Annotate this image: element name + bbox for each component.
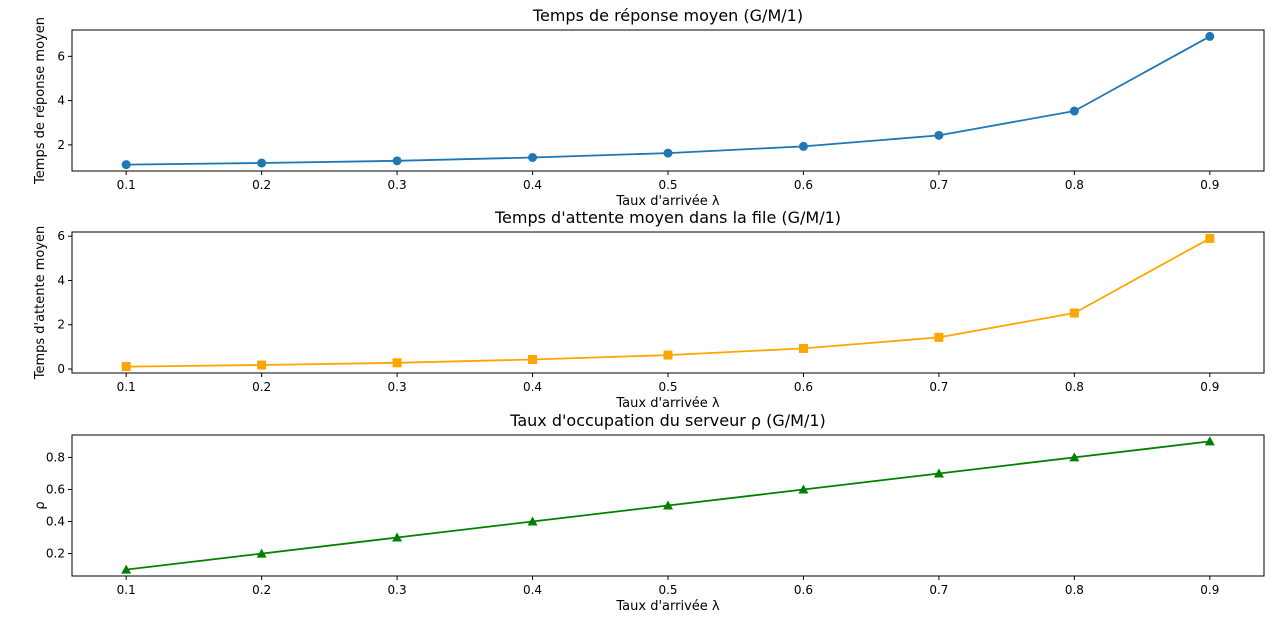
data-point xyxy=(663,500,673,510)
x-tick-label: 0.6 xyxy=(794,583,813,597)
chart-title: Temps de réponse moyen (G/M/1) xyxy=(532,6,803,25)
plot-frame xyxy=(71,231,1265,374)
y-tick-label: 0.4 xyxy=(46,515,65,529)
x-tick-label: 0.2 xyxy=(252,380,271,394)
data-point xyxy=(798,343,808,353)
x-tick-label: 0.8 xyxy=(1065,178,1084,192)
x-tick-label: 0.4 xyxy=(523,583,542,597)
data-point xyxy=(121,160,131,170)
data-point xyxy=(663,148,673,158)
x-tick-label: 0.6 xyxy=(794,380,813,394)
x-tick-label: 0.1 xyxy=(117,583,136,597)
data-point xyxy=(528,354,538,364)
y-tick-label: 0.8 xyxy=(46,450,65,464)
data-point xyxy=(121,362,131,372)
x-tick-label: 0.5 xyxy=(658,380,677,394)
x-tick-label: 0.1 xyxy=(117,178,136,192)
x-tick-label: 0.7 xyxy=(929,380,948,394)
data-point xyxy=(798,141,808,151)
x-tick-label: 0.3 xyxy=(388,380,407,394)
series-line xyxy=(126,35,1211,166)
x-axis-label: Taux d'arrivée λ xyxy=(615,396,720,411)
subplot-1: Temps de réponse moyen (G/M/1) 0.1 0.2 0.3 0… xyxy=(33,6,1265,209)
x-tick-label: 0.7 xyxy=(929,583,948,597)
x-tick-label: 0.4 xyxy=(523,178,542,192)
x-tick-label: 0.8 xyxy=(1065,380,1084,394)
data-point xyxy=(527,516,538,526)
data-point xyxy=(121,564,132,574)
subplot-2: Temps d'attente moyen dans la file (G/M/… xyxy=(33,208,1265,411)
y-tick-label: 0.6 xyxy=(46,482,65,496)
chart-title: Temps d'attente moyen dans la file (G/M/… xyxy=(494,208,841,227)
x-tick-label: 0.2 xyxy=(252,583,271,597)
y-tick-label: 2 xyxy=(57,318,65,332)
data-point xyxy=(663,350,673,360)
data-point xyxy=(257,360,267,370)
x-tick-label: 0.3 xyxy=(388,178,407,192)
x-tick-label: 0.5 xyxy=(658,583,677,597)
data-point xyxy=(1204,436,1215,446)
x-tick-label: 0.6 xyxy=(794,178,813,192)
x-tick-label: 0.5 xyxy=(658,178,677,192)
y-axis-label: ρ xyxy=(33,501,48,509)
data-point xyxy=(933,468,944,478)
data-point xyxy=(392,358,402,368)
y-tick-label: 6 xyxy=(57,49,65,63)
y-tick-label: 2 xyxy=(57,138,65,152)
series-line xyxy=(126,237,1211,368)
x-tick-label: 0.9 xyxy=(1200,380,1219,394)
y-axis-label: Temps de réponse moyen xyxy=(33,17,48,185)
data-point xyxy=(1205,233,1215,243)
x-tick-label: 0.7 xyxy=(929,178,948,192)
data-point xyxy=(798,484,809,494)
subplot-3: Taux d'occupation du serveur ρ (G/M/1) 0.… xyxy=(33,411,1265,614)
chart-title: Taux d'occupation du serveur ρ (G/M/1) xyxy=(509,411,826,430)
x-tick-label: 0.1 xyxy=(117,380,136,394)
x-tick-label: 0.8 xyxy=(1065,583,1084,597)
y-tick-label: 4 xyxy=(57,273,65,287)
data-point xyxy=(392,532,403,542)
x-tick-label: 0.2 xyxy=(252,178,271,192)
plot-frame xyxy=(71,29,1265,172)
data-point xyxy=(257,158,267,168)
data-point xyxy=(1069,308,1079,318)
y-tick-label: 0.2 xyxy=(46,547,65,561)
data-point xyxy=(1069,106,1079,116)
data-point xyxy=(528,152,538,162)
y-tick-label: 4 xyxy=(57,94,65,108)
y-tick-label: 0 xyxy=(57,362,65,376)
x-axis-label: Taux d'arrivée λ xyxy=(615,599,720,614)
plot-frame xyxy=(71,434,1265,577)
x-axis-label: Taux d'arrivée λ xyxy=(615,194,720,209)
x-tick-label: 0.3 xyxy=(388,583,407,597)
data-point xyxy=(934,332,944,342)
y-axis-label: Temps d'attente moyen xyxy=(33,226,48,381)
data-point xyxy=(1205,31,1215,41)
y-tick-label: 6 xyxy=(57,229,65,243)
data-point xyxy=(392,156,402,166)
data-point xyxy=(934,130,944,140)
x-tick-label: 0.4 xyxy=(523,380,542,394)
data-point xyxy=(1069,452,1080,462)
x-tick-label: 0.9 xyxy=(1200,178,1219,192)
data-point xyxy=(256,548,267,558)
x-tick-label: 0.9 xyxy=(1200,583,1219,597)
